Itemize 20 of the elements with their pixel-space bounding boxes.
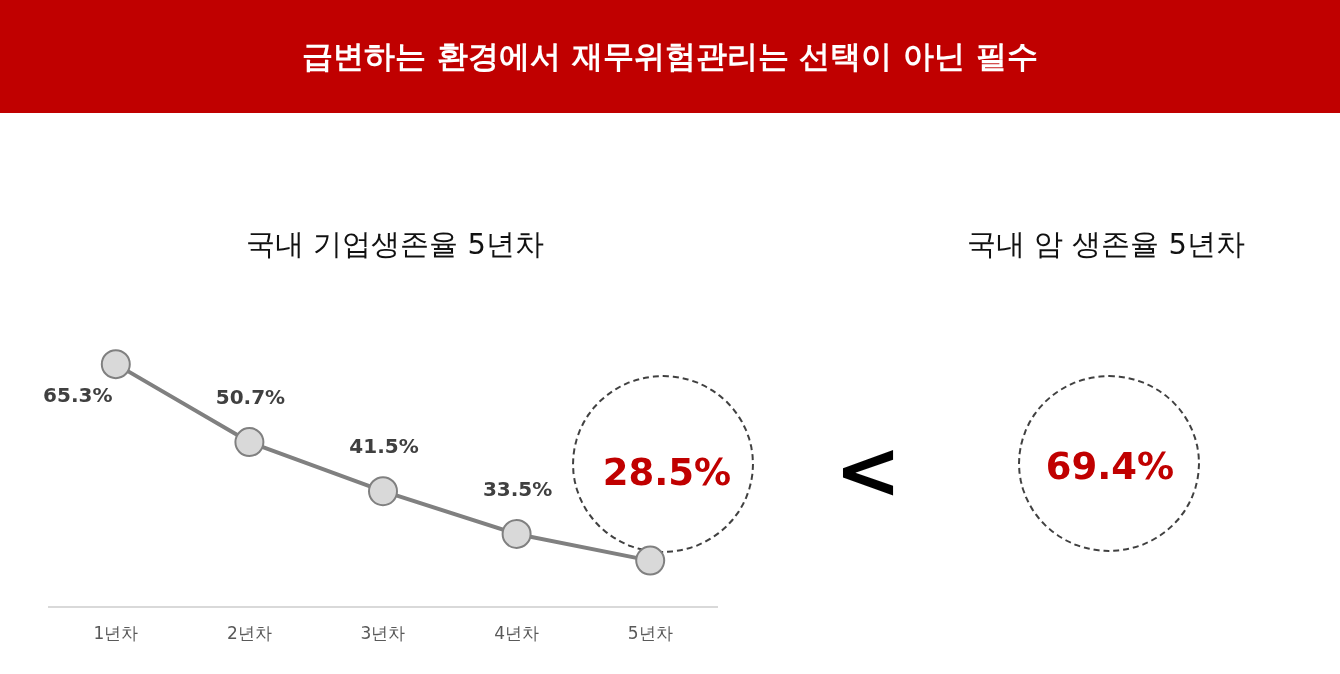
- chart-subtitle: 국내 기업생존율 5년차: [246, 226, 544, 263]
- text: 국내 암 생존율 5년차: [966, 226, 1246, 263]
- x-tick-label: 3년차: [360, 623, 406, 644]
- data-label: 41.5%: [349, 434, 419, 459]
- x-tick-label: 5년차: [627, 623, 673, 644]
- x-tick-label: 2년차: [226, 623, 272, 644]
- chart-title: 급변하는 환경에서 재무위험관리는 선택이 아닌 필수: [0, 0, 1340, 113]
- point: [501, 518, 532, 549]
- data-label: 50.7%: [215, 385, 286, 410]
- x-tick-label: 1년차: [93, 623, 139, 644]
- point: [100, 349, 131, 380]
- text: <: [834, 423, 902, 517]
- x-tick-label: 4년차: [494, 623, 540, 644]
- data-label: 65.3%: [43, 383, 113, 408]
- point: [234, 427, 265, 458]
- data-label: 28.5%: [602, 450, 732, 494]
- data-label: 33.5%: [482, 477, 553, 502]
- point: [635, 545, 666, 576]
- point: [368, 476, 398, 507]
- text: 69.4%: [1045, 444, 1175, 488]
